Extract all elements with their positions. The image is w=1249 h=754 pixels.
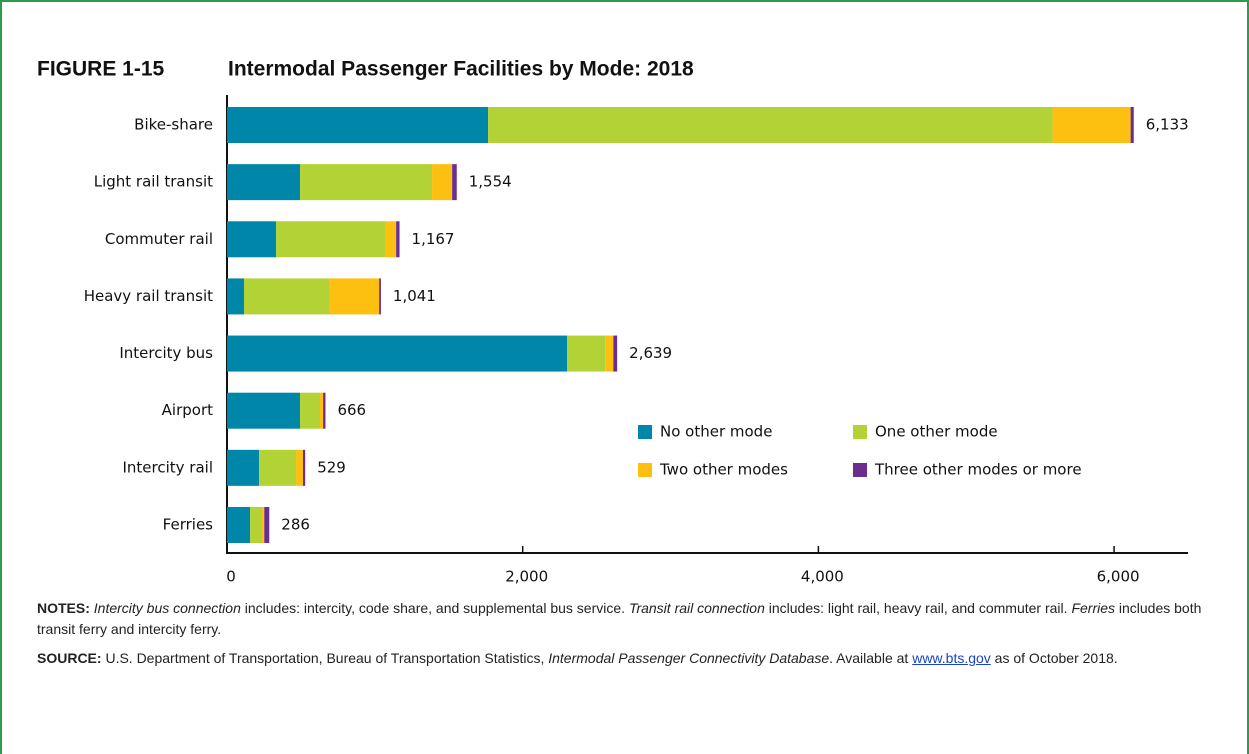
- bar-segment: [319, 392, 324, 429]
- source-text: as of October 2018.: [990, 650, 1118, 666]
- total-label: 1,041: [393, 287, 436, 305]
- legend-swatch: [638, 463, 652, 477]
- total-label: 529: [317, 458, 346, 476]
- bar-segment: [227, 506, 251, 543]
- y-tick-label: Bike-share: [134, 116, 213, 134]
- y-tick-label: Light rail transit: [94, 173, 213, 191]
- bar-segment: [323, 392, 326, 429]
- bar-segment: [488, 107, 1053, 143]
- bar-segment: [1052, 107, 1131, 143]
- chart: FIGURE 1-15 Intermodal Passenger Facilit…: [37, 58, 1189, 586]
- bar-segment: [227, 392, 301, 429]
- total-label: 1,554: [469, 173, 512, 191]
- bar-segment: [613, 335, 618, 372]
- bar-segment: [227, 107, 489, 143]
- legend-label: One other mode: [875, 423, 998, 441]
- x-tick-label: 2,000: [505, 568, 548, 586]
- y-tick-label: Ferries: [163, 515, 214, 533]
- note-text: includes both transit ferry and intercit…: [37, 600, 1202, 637]
- bar-segment: [329, 278, 380, 315]
- bar-segment: [259, 449, 297, 486]
- bar-segment: [250, 506, 263, 543]
- note-text: includes: light rail, heavy rail, and co…: [764, 600, 1072, 616]
- bar-segment: [276, 221, 386, 258]
- total-label: 1,167: [412, 230, 455, 248]
- total-label: 286: [281, 515, 310, 533]
- note-text: includes: intercity, code share, and sup…: [240, 600, 629, 616]
- bar-segment: [300, 392, 320, 429]
- total-label: 666: [337, 401, 366, 419]
- source-label: SOURCE:: [37, 650, 102, 666]
- bar-segment: [296, 449, 303, 486]
- source-text: U.S. Department of Transportation, Burea…: [101, 650, 549, 666]
- bar-segment: [227, 449, 260, 486]
- bar-segment: [227, 278, 245, 315]
- total-label: 6,133: [1146, 116, 1189, 134]
- x-tick-label: 4,000: [801, 568, 844, 586]
- note-text: Ferries: [1071, 600, 1115, 616]
- x-tick-label: 6,000: [1097, 568, 1140, 586]
- bar-segment: [227, 335, 568, 372]
- bar-segment: [302, 449, 306, 486]
- bar-segment: [262, 506, 265, 543]
- bar-segment: [379, 278, 381, 315]
- bar-segment: [227, 221, 277, 258]
- source-text: . Available at: [829, 650, 913, 666]
- y-tick-label: Intercity rail: [122, 458, 213, 476]
- source-text: Intermodal Passenger Connectivity Databa…: [548, 650, 830, 666]
- note-text: Transit rail connection: [628, 600, 765, 616]
- bar-segment: [244, 278, 330, 315]
- figure-number: FIGURE 1-15: [37, 58, 165, 81]
- source: SOURCE: U.S. Department of Transportatio…: [37, 648, 1207, 669]
- source-link[interactable]: www.bts.gov: [912, 650, 991, 666]
- x-tick-label: 0: [226, 568, 236, 586]
- bar-segment: [432, 164, 453, 201]
- legend-label: No other mode: [660, 423, 772, 441]
- bar-segment: [385, 221, 397, 258]
- legend-label: Two other modes: [659, 461, 788, 479]
- bar-segment: [605, 335, 614, 372]
- bar-segment: [396, 221, 400, 258]
- legend-label: Three other modes or more: [874, 461, 1082, 479]
- chart-title: Intermodal Passenger Facilities by Mode:…: [228, 58, 694, 81]
- y-tick-label: Heavy rail transit: [84, 287, 213, 305]
- bar-segment: [567, 335, 606, 372]
- bar-segment: [452, 164, 457, 201]
- y-tick-label: Commuter rail: [105, 230, 213, 248]
- bar-segment: [264, 506, 270, 543]
- notes-label: NOTES:: [37, 600, 90, 616]
- notes: NOTES: Intercity bus connection includes…: [37, 598, 1207, 640]
- legend-swatch: [853, 425, 867, 439]
- bar-segment: [300, 164, 433, 201]
- bar-segment: [227, 164, 301, 201]
- legend-swatch: [853, 463, 867, 477]
- y-tick-label: Airport: [162, 401, 213, 419]
- note-text: Intercity bus connection: [93, 600, 241, 616]
- bar-segment: [1130, 107, 1134, 143]
- total-label: 2,639: [629, 344, 672, 362]
- legend-swatch: [638, 425, 652, 439]
- y-tick-label: Intercity bus: [119, 344, 213, 362]
